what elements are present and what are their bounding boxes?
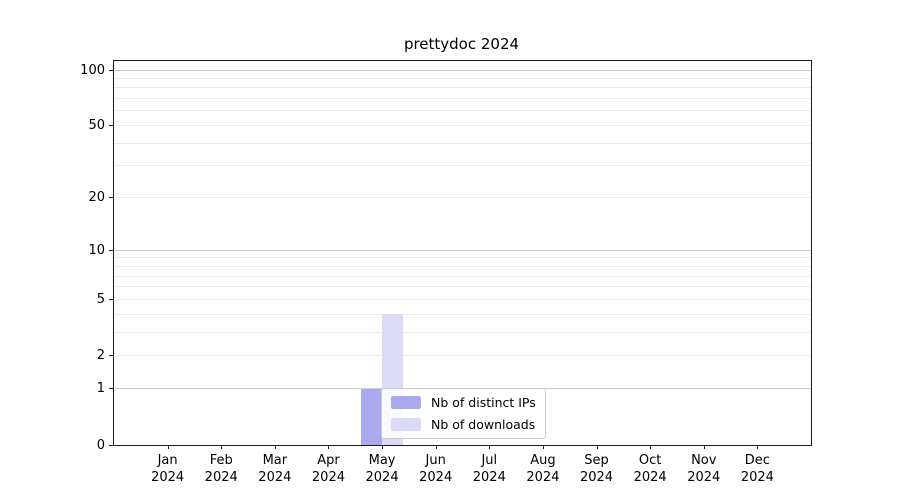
minor-gridline — [114, 275, 811, 277]
x-tick-label: Mar 2024 — [258, 453, 292, 485]
x-tick-label: May 2024 — [365, 453, 399, 485]
legend-entry: Nb of distinct IPs — [391, 395, 536, 410]
y-tick-label: 50 — [88, 118, 105, 134]
minor-gridline — [114, 125, 811, 127]
y-tick-label: 100 — [80, 62, 105, 78]
minor-gridline — [114, 87, 811, 89]
x-tick-label: Apr 2024 — [311, 453, 345, 485]
x-tick-label: Jul 2024 — [472, 453, 506, 485]
x-tick-mark — [596, 445, 598, 449]
minor-gridline — [114, 142, 811, 144]
x-tick-label: Feb 2024 — [204, 453, 238, 485]
minor-gridline — [114, 197, 811, 199]
legend-swatch — [391, 418, 421, 431]
y-tick-label: 0 — [96, 437, 105, 453]
x-tick-mark — [382, 445, 384, 449]
x-tick-mark — [221, 445, 223, 449]
legend-entry: Nb of downloads — [391, 417, 536, 432]
y-tick-label: 10 — [88, 242, 105, 258]
x-tick-label: Dec 2024 — [740, 453, 774, 485]
y-tick-label: 1 — [96, 381, 105, 397]
minor-gridline — [114, 265, 811, 267]
y-tick-label: 5 — [96, 291, 105, 307]
x-tick-label: Jun 2024 — [419, 453, 453, 485]
minor-gridline — [114, 298, 811, 300]
x-tick-mark — [328, 445, 330, 449]
plot-area: Jan 2024 Feb 2024 Mar 2024 Apr 2024 May 2024 Jun 20… — [80, 60, 812, 485]
y-tick-label: 20 — [88, 190, 105, 206]
x-tick-mark — [757, 445, 759, 449]
minor-gridline — [114, 331, 811, 333]
minor-gridline — [114, 257, 811, 259]
x-tick-mark — [167, 445, 169, 449]
minor-gridline — [114, 355, 811, 357]
x-tick-label: Aug 2024 — [526, 453, 560, 485]
minor-gridline — [114, 98, 811, 100]
major-gridline — [114, 69, 811, 71]
bar-nb-of-distinct-ips — [361, 388, 383, 445]
legend: Nb of distinct IPs Nb of downloads — [381, 388, 546, 439]
x-tick-label: Sep 2024 — [579, 453, 614, 485]
y-tick-mark — [109, 197, 114, 199]
x-tick-mark — [435, 445, 437, 449]
x-tick-label: Nov 2024 — [687, 453, 721, 485]
minor-gridline — [114, 313, 811, 315]
y-tick-mark — [109, 444, 114, 446]
x-tick-mark — [703, 445, 705, 449]
legend-swatch — [391, 396, 421, 409]
y-tick-mark — [109, 355, 114, 357]
minor-gridline — [114, 110, 811, 112]
x-tick-label: Jan 2024 — [151, 453, 185, 485]
y-tick-label: 2 — [96, 348, 105, 364]
minor-gridline — [114, 77, 811, 79]
y-tick-mark — [109, 298, 114, 300]
y-tick-mark — [109, 388, 114, 390]
major-gridline — [114, 249, 811, 251]
x-tick-label: Oct 2024 — [633, 453, 667, 485]
chart-title: prettydoc 2024 — [403, 35, 520, 53]
y-tick-mark — [109, 249, 114, 251]
y-tick-mark — [109, 125, 114, 127]
y-tick-mark — [109, 69, 114, 71]
minor-gridline — [114, 165, 811, 167]
minor-gridline — [114, 286, 811, 288]
x-tick-mark — [489, 445, 491, 449]
legend-label: Nb of downloads — [431, 417, 536, 432]
legend-label: Nb of distinct IPs — [431, 395, 536, 410]
x-tick-mark — [274, 445, 276, 449]
x-tick-mark — [542, 445, 544, 449]
x-tick-mark — [650, 445, 652, 449]
